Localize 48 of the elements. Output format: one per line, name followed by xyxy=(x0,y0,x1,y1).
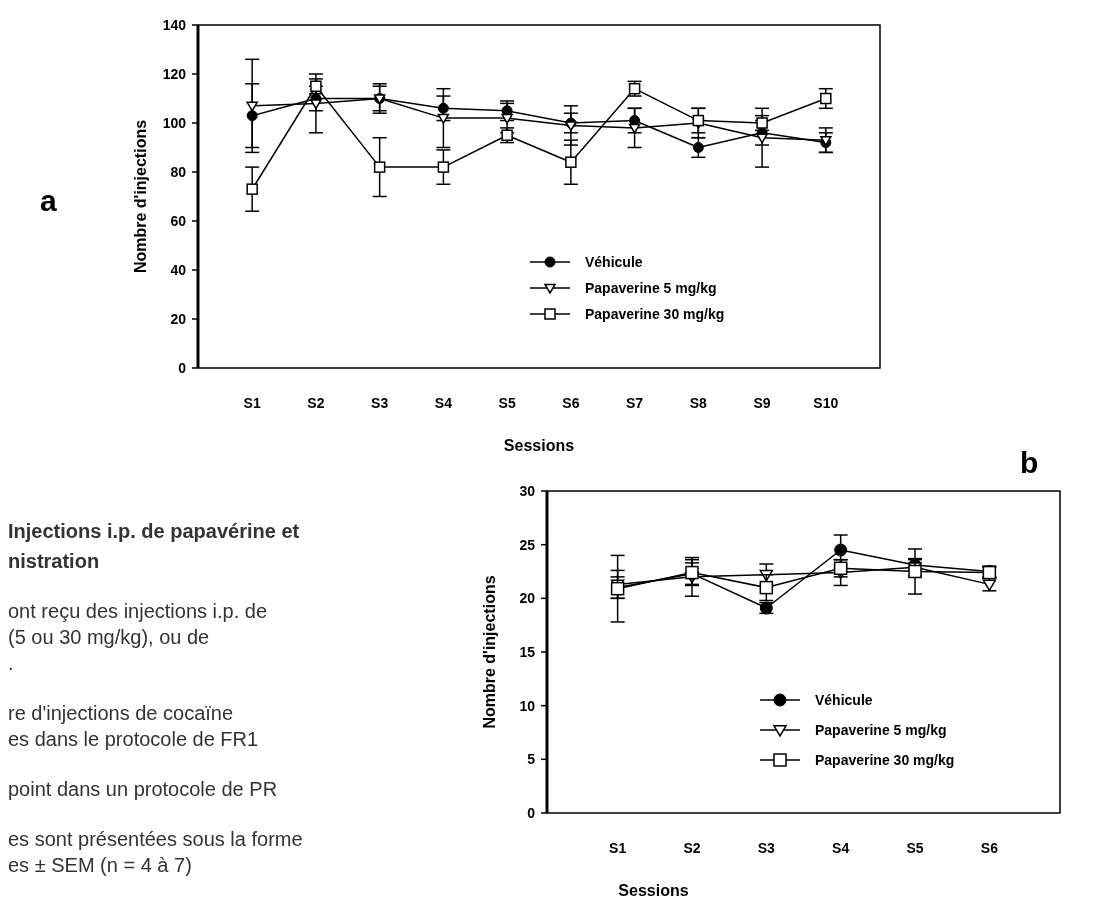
legend-label: Véhicule xyxy=(815,691,873,708)
x-tick-label: S4 xyxy=(434,395,453,411)
y-tick-label: 0 xyxy=(527,804,536,821)
x-tick-label: S1 xyxy=(243,395,261,411)
x-tick-label: S5 xyxy=(906,840,924,856)
x-tick-label: S4 xyxy=(832,840,850,856)
y-tick-label: 5 xyxy=(527,751,536,768)
y-tick-label: 10 xyxy=(519,697,536,714)
y-tick-label: 40 xyxy=(170,261,187,278)
y-tick-label: 80 xyxy=(170,163,187,180)
y-axis-title: Nombre d'injections xyxy=(132,119,149,274)
legend-label: Papaverine 5 mg/kg xyxy=(585,279,717,296)
legend-label: Papaverine 30 mg/kg xyxy=(585,305,725,322)
legend-label: Véhicule xyxy=(585,253,643,270)
x-axis-title: Sessions xyxy=(503,437,575,454)
text: ont reçu des injections i.p. de (5 ou 30 mg/kg), ou de . xyxy=(8,600,268,674)
text: re d'injections de cocaïne es dans le protocole de FR1 xyxy=(8,702,259,750)
x-tick-label: S2 xyxy=(683,840,701,856)
y-tick-label: 100 xyxy=(162,114,187,131)
y-tick-label: 0 xyxy=(178,359,187,376)
x-tick-label: S6 xyxy=(562,395,580,411)
y-axis-title: Nombre d'injections xyxy=(481,575,498,729)
chart-title: b xyxy=(1020,445,1039,479)
x-axis-title: Sessions xyxy=(618,882,689,899)
y-tick-label: 20 xyxy=(170,310,187,327)
text: a xyxy=(40,183,57,217)
legend-label: Papaverine 5 mg/kg xyxy=(815,721,947,738)
x-tick-label: S2 xyxy=(307,395,325,411)
x-tick-label: S6 xyxy=(980,840,999,856)
y-tick-label: 25 xyxy=(519,536,536,553)
y-tick-label: 20 xyxy=(519,590,536,607)
x-tick-label: S3 xyxy=(757,840,776,856)
y-tick-label: 140 xyxy=(162,16,187,33)
text: Injections i.p. de papavérine et nistration xyxy=(8,520,300,572)
x-tick-label: S3 xyxy=(371,395,389,411)
text: point dans un protocole de PR xyxy=(8,778,278,800)
x-tick-label: S7 xyxy=(626,395,644,411)
y-tick-label: 120 xyxy=(162,65,187,82)
x-tick-label: S10 xyxy=(813,395,839,411)
text: es sont présentées sous la forme es ± SEM (n = 4 à 7) xyxy=(8,828,303,876)
y-tick-label: 30 xyxy=(519,482,536,499)
x-tick-label: S9 xyxy=(753,395,771,411)
y-tick-label: 15 xyxy=(519,643,536,660)
x-tick-label: S8 xyxy=(689,395,708,411)
legend-label: Papaverine 30 mg/kg xyxy=(815,751,955,768)
y-tick-label: 60 xyxy=(170,212,187,229)
x-tick-label: S5 xyxy=(498,395,516,411)
x-tick-label: S1 xyxy=(609,840,627,856)
